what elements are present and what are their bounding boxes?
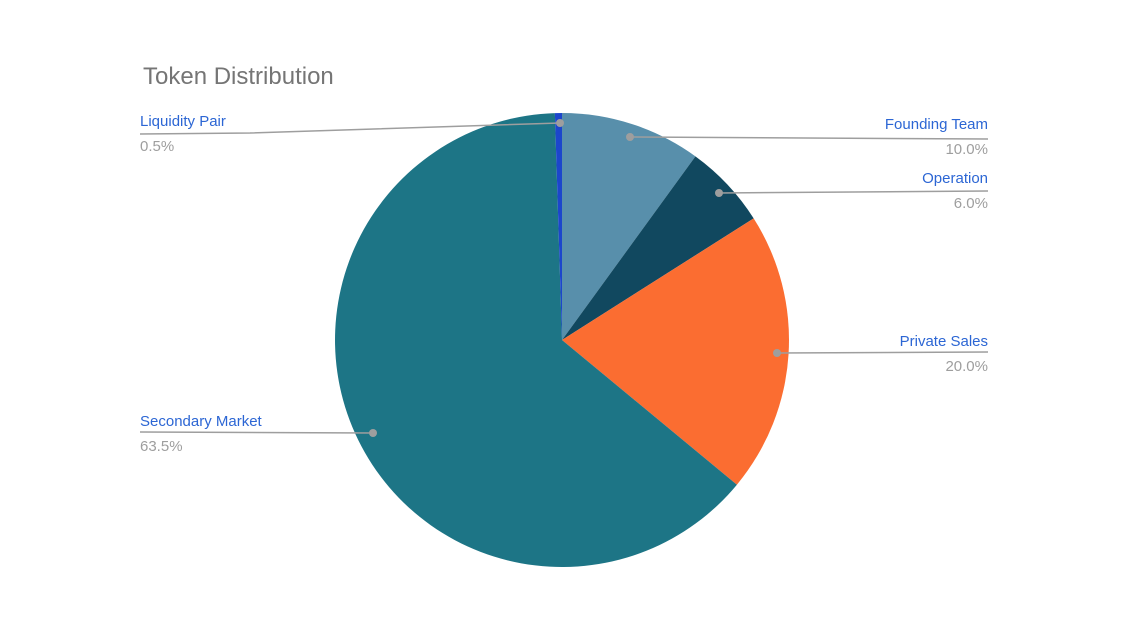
pie-slice-liquidity-pair — [554, 112, 562, 340]
leader-dot-private-sales — [773, 349, 781, 357]
callout-secondary-market: Secondary Market 63.5% — [140, 413, 262, 456]
slice-value-operation: 6.0% — [953, 195, 988, 212]
leader-dot-secondary-market — [369, 429, 377, 437]
pie-slice-secondary-market — [335, 113, 737, 567]
callout-liquidity-pair: Liquidity Pair 0.5% — [140, 113, 226, 156]
slice-value-founding-team: 10.0% — [945, 141, 988, 158]
leader-line-secondary-market — [139, 431, 374, 434]
pie-slice-founding-team — [562, 113, 696, 340]
slice-label-liquidity-pair: Liquidity Pair — [140, 113, 226, 130]
pie-slice-private-sales — [562, 218, 790, 485]
leader-line-private-sales — [776, 351, 989, 354]
pie-slice-operation — [562, 156, 754, 340]
chart-title: Token Distribution — [143, 63, 334, 90]
slice-value-private-sales: 20.0% — [945, 358, 988, 375]
leader-dot-founding-team — [626, 133, 634, 141]
callout-private-sales: Private Sales 20.0% — [900, 333, 988, 376]
leader-line-founding-team — [629, 136, 989, 140]
callout-operation: Operation 6.0% — [922, 170, 988, 213]
slice-label-secondary-market: Secondary Market — [140, 413, 262, 430]
slice-label-private-sales: Private Sales — [899, 333, 988, 350]
slice-value-secondary-market: 63.5% — [140, 438, 183, 455]
callout-founding-team: Founding Team 10.0% — [885, 116, 988, 159]
leader-dot-liquidity-pair — [556, 119, 564, 127]
leader-line-operation — [718, 190, 989, 194]
slice-value-liquidity-pair: 0.5% — [140, 138, 175, 155]
leader-line-liquidity-pair — [139, 122, 561, 135]
leader-dot-operation — [715, 189, 723, 197]
slice-label-operation: Operation — [922, 170, 988, 187]
slice-label-founding-team: Founding Team — [884, 116, 988, 133]
